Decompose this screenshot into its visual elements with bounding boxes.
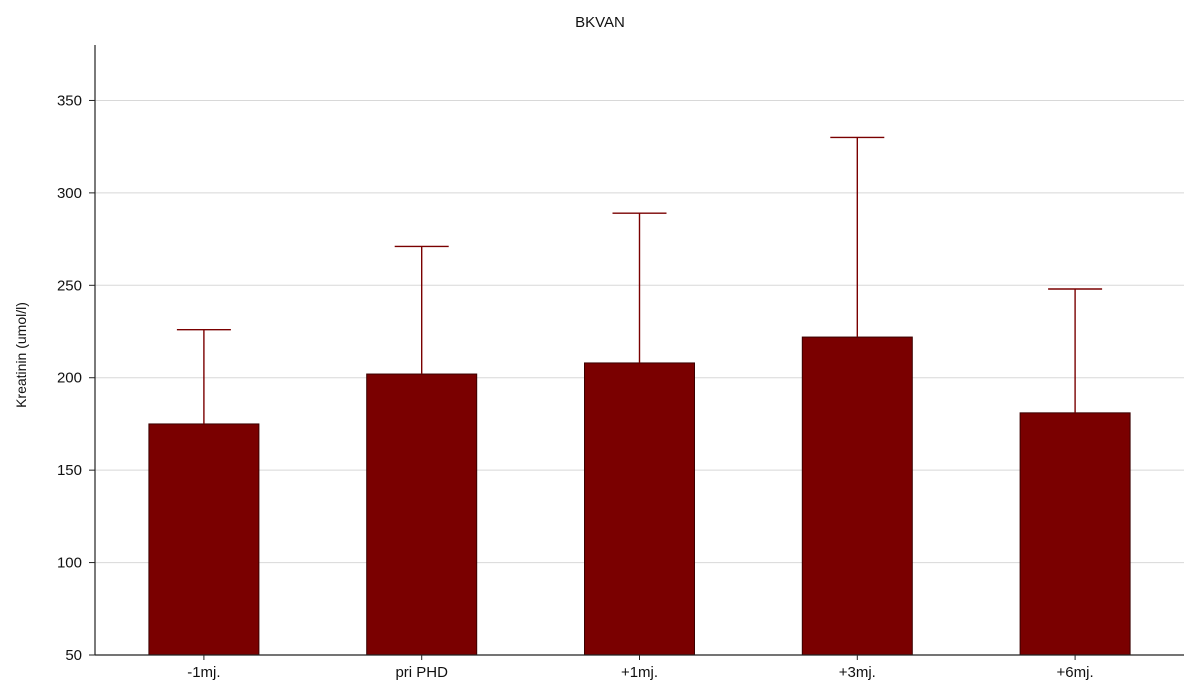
y-tick-label: 250	[57, 277, 82, 294]
y-tick-labels: 50 100 150 200 250 300 350	[57, 92, 95, 664]
y-tick-label: 200	[57, 370, 82, 387]
chart-title: BKVAN	[575, 14, 625, 31]
x-tick-label: -1mj.	[187, 664, 220, 681]
bar-4	[1019, 412, 1131, 656]
error-bars	[176, 136, 1103, 424]
y-tick-label: 150	[57, 462, 82, 479]
x-tick-label: +1mj.	[621, 664, 658, 681]
bar-3	[801, 336, 913, 656]
bar-2	[584, 362, 695, 656]
x-tick-label: +3mj.	[839, 664, 876, 681]
y-tick-label: 50	[65, 647, 82, 664]
y-tick-label: 300	[57, 185, 82, 202]
bar-0	[148, 423, 260, 656]
x-tick-label: +6mj.	[1057, 664, 1094, 681]
bar-1	[366, 373, 478, 656]
bars	[148, 336, 1131, 656]
y-axis-label: Kreatinin (umol/l)	[13, 302, 29, 408]
x-tick-labels: -1mj. pri PHD +1mj. +3mj. +6mj.	[187, 655, 1094, 681]
y-tick-label: 100	[57, 555, 82, 572]
x-tick-label: pri PHD	[395, 664, 448, 681]
y-tick-label: 350	[57, 92, 82, 109]
